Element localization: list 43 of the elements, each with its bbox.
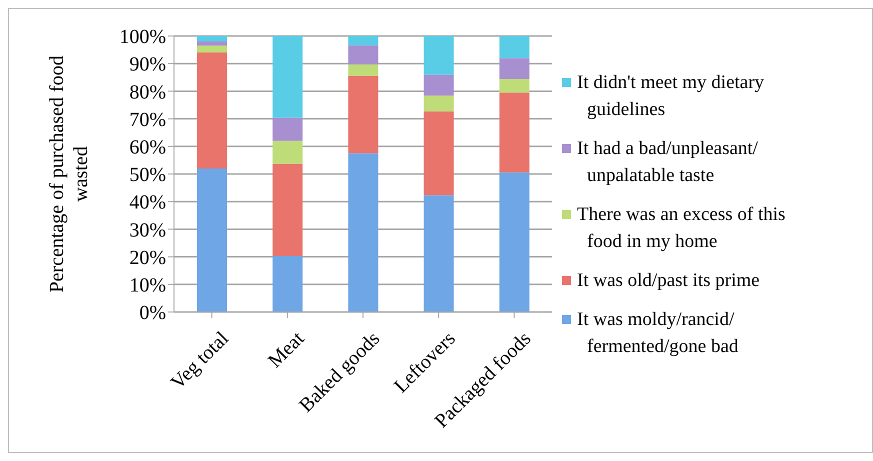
y-tick-label: 60% (129, 136, 166, 158)
legend-label: It was old/past its prime (577, 269, 760, 293)
y-tick-label: 80% (129, 81, 166, 104)
x-tick-label: Veg total (166, 327, 234, 394)
y-tick-label: 50% (129, 164, 166, 186)
y-tick-label: 0% (139, 302, 166, 324)
y-tick-label: 70% (129, 108, 166, 131)
bar (499, 58, 530, 80)
y-tick-label: 30% (129, 219, 166, 242)
bar (424, 111, 454, 196)
y-tick-label: 90% (129, 54, 166, 76)
bar (197, 36, 227, 42)
bar (348, 45, 378, 64)
bar (197, 52, 227, 168)
bar (424, 36, 454, 75)
bar (499, 79, 530, 93)
y-tick-label: 100% (119, 26, 166, 48)
bar (348, 64, 378, 76)
bar (272, 36, 303, 118)
legend-label: It was moldy/rancid/ fermented/gone bad (577, 308, 738, 359)
bar (348, 76, 378, 154)
bar (499, 36, 530, 58)
bar (424, 195, 454, 312)
bar (272, 140, 303, 164)
y-axis-title: Percentage of purchased food wasted (46, 55, 92, 293)
legend-label: There was an excess of this food in my home (577, 203, 786, 254)
bar (348, 36, 378, 46)
y-tick-label: 10% (129, 274, 166, 296)
bar (272, 256, 303, 312)
bar (197, 168, 227, 312)
bar (272, 118, 303, 141)
bar (348, 153, 378, 312)
bar (197, 46, 227, 53)
bar (197, 42, 227, 46)
bar (272, 164, 303, 256)
bar (499, 172, 530, 312)
y-tick-label: 20% (129, 246, 166, 269)
y-tick-label: 40% (129, 192, 166, 214)
bar (424, 74, 454, 96)
bar (499, 92, 530, 172)
bar (424, 96, 454, 112)
legend-label: It had a bad/unpleasant/ unpalatable taste (577, 137, 758, 188)
legend-label: It didn't meet my dietary guidelines (577, 71, 764, 122)
